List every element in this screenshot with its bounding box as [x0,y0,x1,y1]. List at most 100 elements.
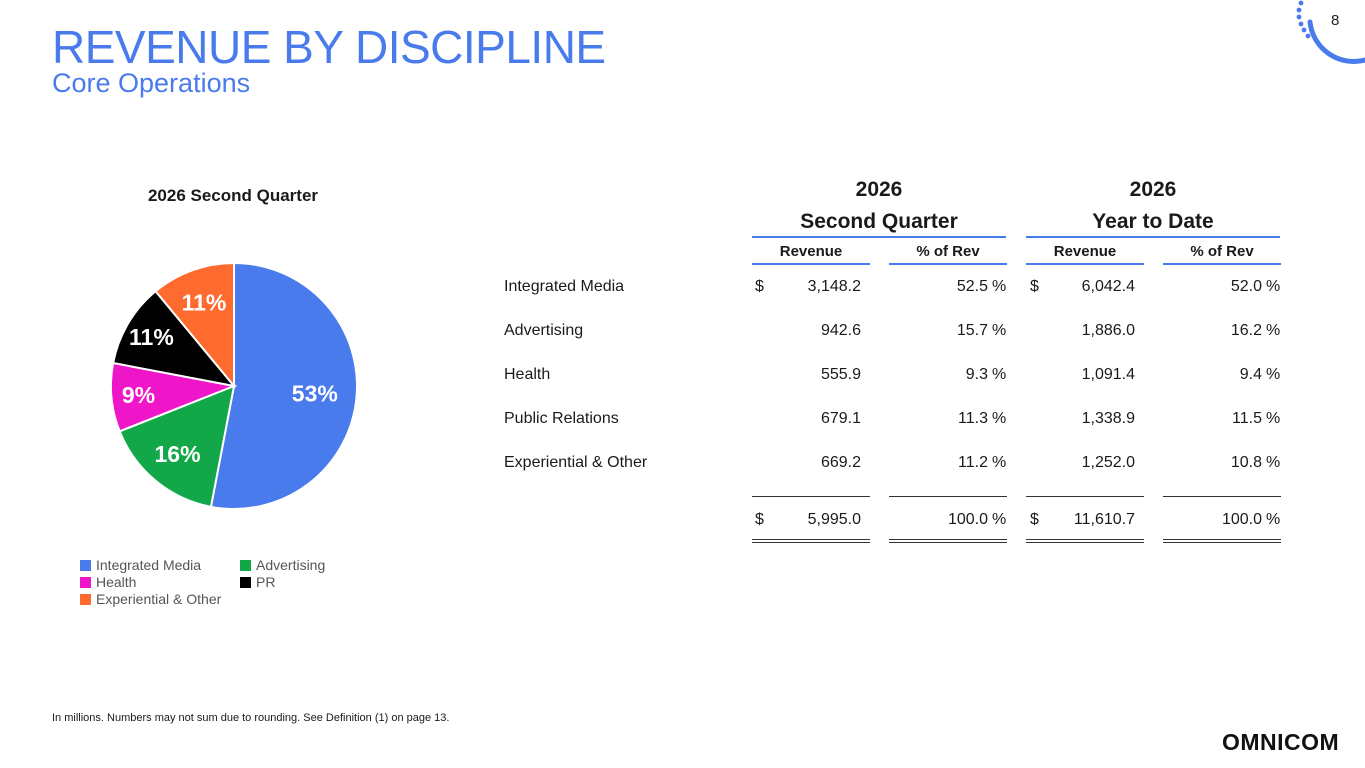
legend-swatch [240,576,251,588]
currency-symbol: $ [755,511,764,528]
ytd-percent: 52.0 [1230,278,1262,295]
page-number: 8 [1331,12,1340,29]
subtotal-rule [1163,496,1281,497]
ytd-percent: 16.2 [1230,322,1262,339]
q-revenue: 942.6 [820,322,861,339]
column-header: % of Rev [916,243,980,260]
ytd-revenue: 6,042.4 [1081,278,1135,295]
q-percent: 9.3 [965,366,988,383]
percent-symbol: % [992,454,1007,471]
legend-swatch [240,559,251,571]
subtotal-rule [1026,496,1144,497]
legend-label: Experiential & Other [96,591,222,607]
percent-symbol: % [992,410,1007,427]
percent-symbol: % [1266,278,1281,295]
legend-label: PR [256,574,276,590]
group-period-ytd: Year to Date [1092,210,1214,233]
percent-symbol: % [1266,511,1281,528]
ytd-revenue: 1,886.0 [1081,322,1135,339]
percent-symbol: % [992,366,1007,383]
chart-title: 2026 Second Quarter [147,186,319,205]
legend-label: Integrated Media [96,557,202,573]
page-subtitle: Core Operations [52,68,251,98]
pie-data-label: 11% [182,290,227,316]
row-label: Integrated Media [504,278,625,295]
total-rule [1026,542,1144,543]
q-percent: 52.5 [956,278,988,295]
ytd-revenue: 1,091.4 [1081,366,1135,383]
percent-symbol: % [1266,366,1281,383]
legend-item-experiential: Experiential & Other [80,591,221,607]
legend-label: Advertising [256,557,326,573]
currency-symbol: $ [1030,278,1039,295]
q-revenue: 3,148.2 [807,278,861,295]
ytd-revenue: 1,338.9 [1081,410,1135,427]
omnicom-logo: OMNICOM [1222,729,1340,755]
legend-item-advertising: Advertising [240,557,325,573]
row-label: Health [504,366,551,383]
pie-data-label: 16% [155,441,201,467]
legend-item-health: Health [80,574,136,590]
pie-data-label: 11% [129,324,174,350]
column-rule [889,263,1007,265]
pie-chart: 53% 16% 9% 11% 11% [110,261,358,510]
legend-item-integrated-media: Integrated Media [80,557,201,573]
header-rule [1026,236,1280,238]
total-q-percent: 100.0 [947,511,988,528]
column-header: Revenue [779,243,843,260]
legend-swatch [80,576,91,588]
column-header: % of Rev [1190,243,1254,260]
total-q-revenue: 5,995.0 [807,511,861,528]
group-year-ytd: 2026 [1129,178,1177,201]
percent-symbol: % [992,322,1007,339]
q-revenue: 669.2 [820,454,861,471]
row-label: Experiential & Other [504,454,648,471]
total-rule [889,539,1007,540]
row-label: Advertising [504,322,584,339]
page-title: REVENUE BY DISCIPLINE [52,21,606,73]
pie-slice-integrated-media [209,261,358,510]
pie-slice-pr [112,289,237,388]
total-rule [889,542,1007,543]
percent-symbol: % [992,511,1007,528]
percent-symbol: % [1266,454,1281,471]
q-percent: 15.7 [956,322,988,339]
total-rule [1163,542,1281,543]
header-rule [752,236,1006,238]
group-year-q: 2026 [855,178,903,201]
currency-symbol: $ [755,278,764,295]
q-revenue: 679.1 [820,410,861,427]
legend-item-pr: PR [240,574,275,590]
total-rule [1026,539,1144,540]
total-rule [1163,539,1281,540]
group-period-q: Second Quarter [800,210,958,233]
column-rule [752,263,870,265]
pie-data-label: 53% [292,381,338,407]
q-percent: 11.3 [958,410,988,427]
pie-slice-experiential-other [154,261,235,389]
column-rule [1163,263,1281,265]
row-label: Public Relations [504,410,619,427]
legend-label: Health [96,574,137,590]
column-header: Revenue [1053,243,1117,260]
ytd-percent: 10.8 [1230,454,1262,471]
ytd-percent: 11.5 [1232,410,1262,427]
percent-symbol: % [1266,322,1281,339]
total-ytd-percent: 100.0 [1221,511,1262,528]
decorative-arc-icon [1296,0,1365,64]
total-rule [752,539,870,540]
legend-swatch [80,593,91,605]
pie-slice-advertising [118,384,236,508]
footnote: In millions. Numbers may not sum due to … [52,712,450,724]
total-ytd-revenue: 11,610.7 [1073,511,1135,528]
ytd-revenue: 1,252.0 [1081,454,1135,471]
pie-data-label: 9% [122,382,155,408]
q-percent: 11.2 [958,454,988,471]
legend-swatch [80,559,91,571]
ytd-percent: 9.4 [1239,366,1262,383]
total-rule [752,542,870,543]
currency-symbol: $ [1030,511,1039,528]
percent-symbol: % [1266,410,1281,427]
q-revenue: 555.9 [820,366,861,383]
subtotal-rule [889,496,1007,497]
